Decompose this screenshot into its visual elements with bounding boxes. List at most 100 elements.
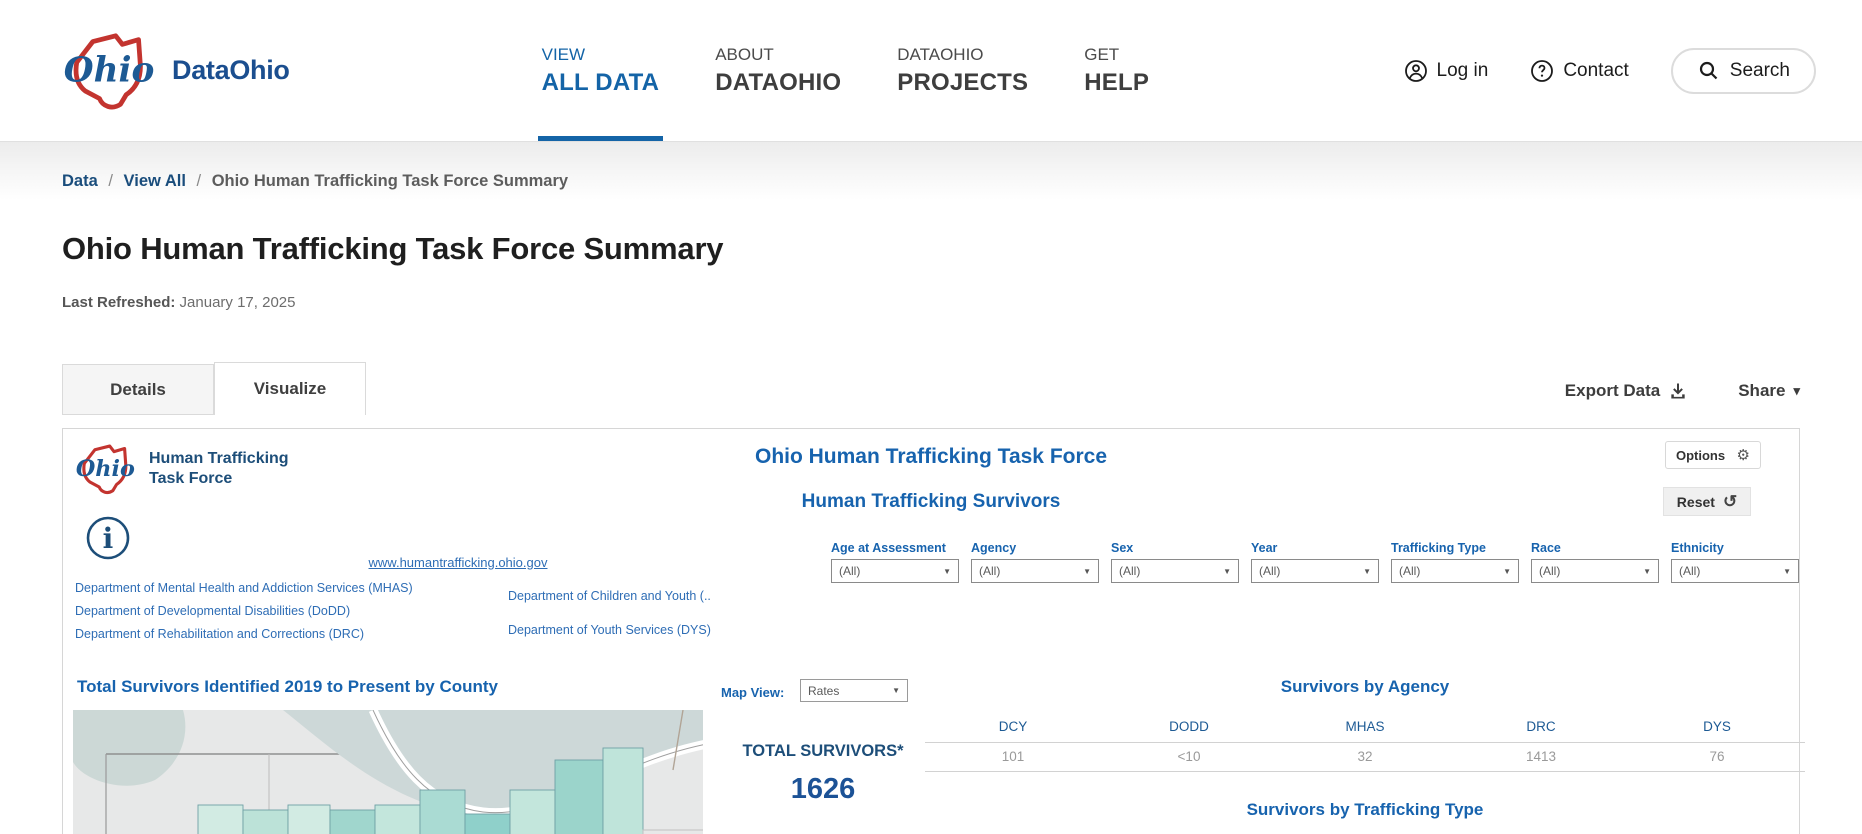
map-view-value: Rates bbox=[808, 683, 840, 698]
filter-age-at-assessment: Age at Assessment (All) ▼ bbox=[831, 541, 959, 583]
survivors-by-agency-section: Survivors by Agency DCY DODD MHAS DRC DY… bbox=[925, 677, 1805, 772]
filter-bar: Age at Assessment (All) ▼ Agency (All) ▼… bbox=[831, 541, 1799, 583]
breadcrumb-view-all-link[interactable]: View All bbox=[123, 172, 186, 190]
filter-trafficking-type-dropdown[interactable]: (All) ▼ bbox=[1391, 559, 1519, 583]
filter-value: (All) bbox=[839, 564, 861, 578]
map-section-title: Total Survivors Identified 2019 to Prese… bbox=[77, 677, 498, 696]
main-nav: VIEW ALL DATA ABOUT DATAOHIO DATAOHIO PR… bbox=[537, 0, 1151, 141]
filter-value: (All) bbox=[1399, 564, 1421, 578]
agency-col-mhas: MHAS bbox=[1345, 719, 1385, 734]
nav-label: HELP bbox=[1084, 68, 1150, 96]
filter-value: (All) bbox=[1119, 564, 1141, 578]
filter-agency-dropdown[interactable]: (All) ▼ bbox=[971, 559, 1099, 583]
filter-sex-dropdown[interactable]: (All) ▼ bbox=[1111, 559, 1239, 583]
export-data-label: Export Data bbox=[1564, 381, 1661, 400]
logo-line2: Task Force bbox=[149, 470, 233, 487]
agency-table-header-row: DCY DODD MHAS DRC DYS bbox=[925, 715, 1805, 742]
agency-section-title: Survivors by Agency bbox=[1280, 677, 1450, 696]
page-content: Data / View All / Ohio Human Trafficking… bbox=[0, 142, 1862, 834]
link-drc[interactable]: Department of Rehabilitation and Correct… bbox=[75, 627, 365, 641]
agency-col-dodd: DODD bbox=[1169, 719, 1209, 734]
nav-item-about-dataohio[interactable]: ABOUT DATAOHIO bbox=[713, 0, 843, 141]
filter-value: (All) bbox=[979, 564, 1001, 578]
chevron-down-icon: ▼ bbox=[1643, 566, 1651, 576]
nav-item-view-all-data[interactable]: VIEW ALL DATA bbox=[537, 0, 663, 141]
nav-item-dataohio-projects[interactable]: DATAOHIO PROJECTS bbox=[895, 0, 1030, 141]
info-icon[interactable]: i bbox=[85, 515, 131, 561]
tab-visualize[interactable]: Visualize bbox=[214, 362, 366, 415]
tab-bar: Details Visualize Export Data Share ▾ bbox=[62, 362, 1800, 415]
chevron-down-icon: ▾ bbox=[1793, 383, 1800, 398]
agency-value-drc: 1413 bbox=[1525, 749, 1557, 764]
nav-label: PROJECTS bbox=[897, 68, 1029, 96]
reset-button[interactable]: Reset ↻ bbox=[1663, 487, 1751, 516]
chevron-down-icon: ▼ bbox=[892, 686, 900, 695]
agency-value-dodd: <10 bbox=[1177, 749, 1201, 764]
share-button[interactable]: Share ▾ bbox=[1738, 381, 1800, 401]
total-survivors-card: TOTAL SURVIVORS* 1626 bbox=[703, 710, 943, 834]
filter-year: Year (All) ▼ bbox=[1251, 541, 1379, 583]
filter-label: Ethnicity bbox=[1671, 541, 1724, 555]
login-button[interactable]: Log in bbox=[1404, 59, 1489, 83]
website-link[interactable]: www.humantrafficking.ohio.gov bbox=[368, 555, 548, 570]
logo-line1: Human Trafficking bbox=[149, 450, 289, 467]
svg-text:Ohio: Ohio bbox=[76, 456, 135, 482]
filter-label: Age at Assessment bbox=[831, 541, 946, 555]
filter-ethnicity-dropdown[interactable]: (All) ▼ bbox=[1671, 559, 1799, 583]
agency-value-dys: 76 bbox=[1709, 749, 1725, 764]
filter-value: (All) bbox=[1259, 564, 1281, 578]
total-survivors-label: TOTAL SURVIVORS* bbox=[742, 742, 904, 760]
filter-label: Year bbox=[1251, 541, 1278, 555]
filter-sex: Sex (All) ▼ bbox=[1111, 541, 1239, 583]
login-label: Log in bbox=[1436, 59, 1489, 81]
chevron-down-icon: ▼ bbox=[1503, 566, 1511, 576]
agency-table-values-row: 101 <10 32 1413 76 bbox=[925, 742, 1805, 772]
breadcrumb-separator: / bbox=[108, 172, 113, 190]
breadcrumb: Data / View All / Ohio Human Trafficking… bbox=[62, 142, 1800, 191]
agency-col-dys: DYS bbox=[1703, 719, 1731, 734]
dataohio-brand[interactable]: Ohio DataOhio bbox=[0, 0, 290, 141]
dashboard-title: Ohio Human Trafficking Task Force bbox=[754, 445, 1108, 468]
export-data-button[interactable]: Export Data bbox=[1565, 381, 1688, 401]
options-label: Options bbox=[1676, 447, 1726, 463]
tab-details[interactable]: Details bbox=[62, 364, 214, 415]
search-label: Search bbox=[1729, 59, 1790, 81]
question-icon bbox=[1531, 59, 1554, 82]
filter-label: Race bbox=[1531, 541, 1561, 555]
nav-eyebrow: GET bbox=[1084, 44, 1120, 64]
filter-year-dropdown[interactable]: (All) ▼ bbox=[1251, 559, 1379, 583]
task-force-logo-text: Human Trafficking Task Force bbox=[149, 449, 289, 489]
chevron-down-icon: ▼ bbox=[1363, 566, 1371, 576]
svg-text:Ohio: Ohio bbox=[64, 50, 155, 90]
options-button[interactable]: Options ⚙ bbox=[1665, 441, 1761, 469]
filter-race-dropdown[interactable]: (All) ▼ bbox=[1531, 559, 1659, 583]
link-dodd[interactable]: Department of Developmental Disabilities… bbox=[75, 604, 351, 618]
ohio-state-logo-icon: Ohio bbox=[64, 32, 155, 109]
nav-item-get-help[interactable]: GET HELP bbox=[1082, 0, 1151, 141]
dashboard-panel: Ohio Human Trafficking Task Force i www.… bbox=[62, 428, 1805, 834]
search-icon bbox=[1699, 61, 1718, 79]
task-force-logo: Ohio Human Trafficking Task Force bbox=[75, 441, 289, 497]
link-dcy[interactable]: Department of Children and Youth (.. bbox=[508, 589, 711, 603]
reset-label: Reset bbox=[1676, 493, 1715, 510]
map-view-dropdown[interactable]: Rates ▼ bbox=[800, 679, 908, 702]
filter-label: Sex bbox=[1111, 541, 1134, 555]
last-refreshed-date: January 17, 2025 bbox=[179, 294, 296, 311]
trafficking-type-section-title: Survivors by Trafficking Type bbox=[1246, 800, 1484, 819]
link-mhas[interactable]: Department of Mental Health and Addictio… bbox=[75, 581, 413, 595]
filter-label: Trafficking Type bbox=[1391, 541, 1486, 555]
contact-label: Contact bbox=[1563, 59, 1629, 81]
map-view-label: Map View: bbox=[721, 685, 785, 700]
breadcrumb-data-link[interactable]: Data bbox=[62, 172, 98, 190]
contact-button[interactable]: Contact bbox=[1530, 59, 1629, 83]
filter-agency: Agency (All) ▼ bbox=[971, 541, 1099, 583]
header-actions: Log in Contact Search bbox=[1404, 0, 1862, 141]
total-survivors-value: 1626 bbox=[790, 773, 856, 805]
nav-eyebrow: DATAOHIO bbox=[897, 44, 984, 64]
breadcrumb-separator: / bbox=[196, 172, 202, 190]
search-button[interactable]: Search bbox=[1670, 47, 1816, 94]
agency-table: DCY DODD MHAS DRC DYS 101 <10 32 1413 76 bbox=[925, 715, 1805, 772]
last-refreshed: Last Refreshed: January 17, 2025 bbox=[62, 294, 1800, 311]
link-dys[interactable]: Department of Youth Services (DYS) bbox=[508, 623, 711, 637]
filter-age-dropdown[interactable]: (All) ▼ bbox=[831, 559, 959, 583]
